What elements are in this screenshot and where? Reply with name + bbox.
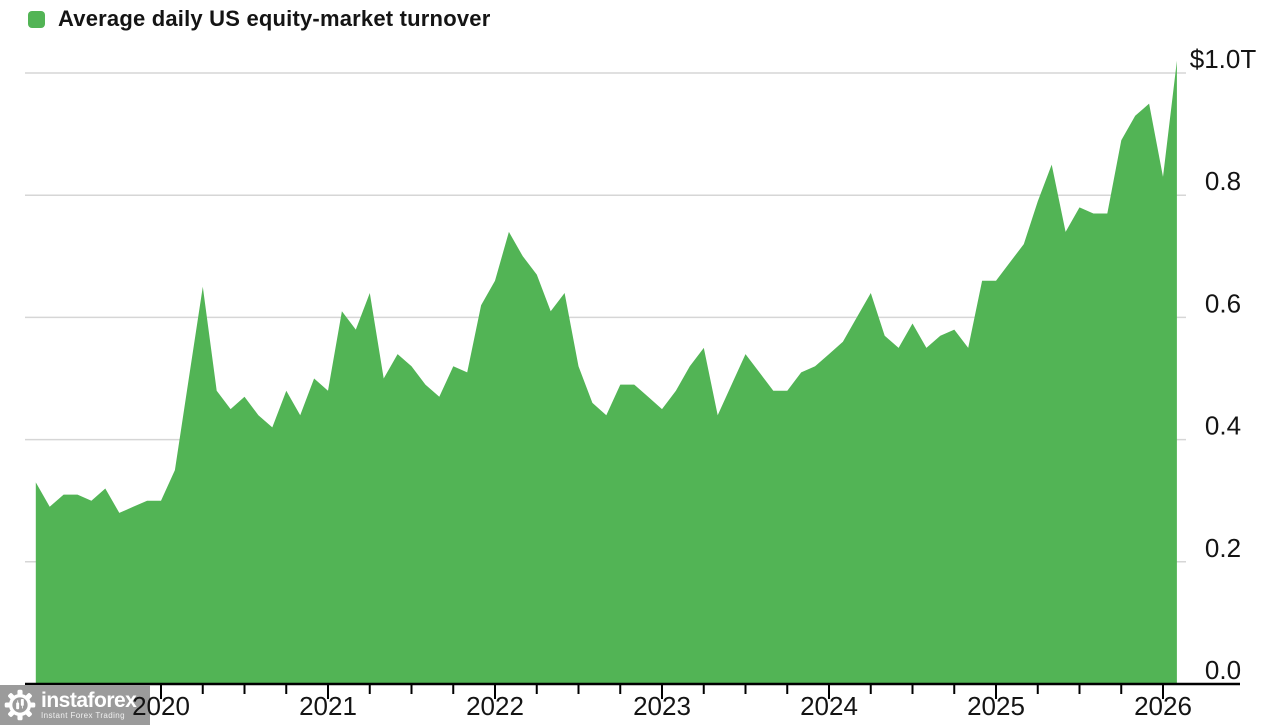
y-axis-label: 0.2 — [1205, 533, 1241, 563]
y-axis-label: $1.0T — [1190, 44, 1257, 74]
y-axis-label: 0.0 — [1205, 655, 1241, 685]
y-axis-label: 0.4 — [1205, 411, 1241, 441]
watermark-tagline: Instant Forex Trading — [41, 711, 125, 720]
chart-legend: Average daily US equity-market turnover — [28, 6, 490, 32]
y-axis-label: 0.8 — [1205, 166, 1241, 196]
instaforex-watermark: instaforex Instant Forex Trading — [0, 685, 150, 725]
chart-title: Average daily US equity-market turnover — [58, 6, 491, 31]
area-series-shape — [35, 60, 1177, 684]
y-axis-label: 0.6 — [1205, 288, 1241, 318]
legend-marker — [28, 10, 45, 28]
watermark-brand: instaforex — [41, 689, 137, 712]
instaforex-gear-icon — [4, 689, 36, 721]
